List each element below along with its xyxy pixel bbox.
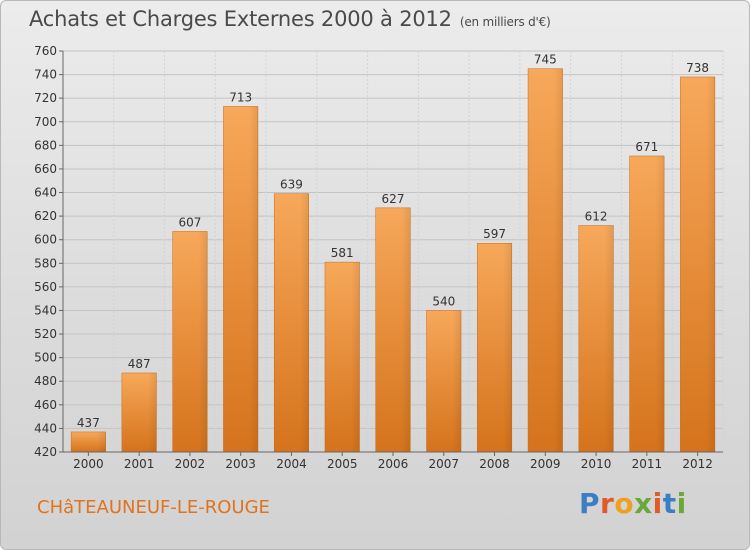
y-tick-label: 500	[34, 351, 57, 365]
bar-shade	[249, 106, 258, 453]
data-label: 597	[483, 227, 506, 241]
place-name: CHâTEAUNEUF-LE-ROUGE	[37, 497, 270, 518]
x-tick-label: 2002	[175, 457, 206, 471]
bar-shade	[97, 431, 106, 452]
data-label: 745	[534, 53, 557, 67]
x-tick-label: 2012	[682, 457, 713, 471]
bar-shade	[655, 155, 665, 452]
bar-shade	[198, 231, 208, 452]
y-tick-label: 700	[34, 115, 57, 129]
y-tick-label: 620	[34, 209, 57, 223]
bar-shade	[553, 68, 563, 453]
unit-label: (en milliers d'€)	[459, 15, 551, 29]
bar-shade	[401, 207, 411, 452]
data-label: 671	[635, 140, 658, 154]
y-tick-label: 580	[34, 256, 57, 270]
data-label: 612	[585, 210, 608, 224]
x-tick-label: 2003	[225, 457, 256, 471]
data-label: 627	[382, 192, 405, 206]
y-tick-label: 440	[34, 421, 57, 435]
proxiti-logo[interactable]: Proxiti	[579, 487, 687, 520]
axis-layer: 420 440 460 480 500 520 540 560 580 600 620 640 660 6…	[34, 44, 723, 471]
y-tick-label: 460	[34, 398, 57, 412]
x-tick-label: 2010	[581, 457, 612, 471]
data-label: 540	[432, 294, 455, 308]
y-tick-label: 720	[34, 91, 57, 105]
y-tick-label: 680	[34, 138, 57, 152]
bar-shade	[452, 310, 462, 452]
y-tick-label: 520	[34, 327, 57, 341]
data-label: 713	[229, 90, 252, 104]
data-label: 437	[77, 416, 100, 430]
bar-shade	[300, 193, 309, 453]
bar-shade	[604, 225, 614, 452]
y-tick-label: 600	[34, 233, 57, 247]
y-tick-label: 420	[34, 445, 57, 459]
y-tick-label: 740	[34, 68, 57, 82]
bar-shade	[147, 372, 157, 452]
data-label: 581	[331, 246, 354, 260]
y-tick-label: 660	[34, 162, 57, 176]
bar-shade	[503, 243, 512, 452]
x-tick-label: 2005	[327, 457, 358, 471]
x-tick-label: 2004	[276, 457, 307, 471]
data-label: 487	[128, 357, 151, 371]
x-tick-label: 2009	[530, 457, 561, 471]
title-text: Achats et Charges Externes 2000 à 2012	[29, 7, 452, 31]
y-tick-label: 540	[34, 303, 57, 317]
chart-title: Achats et Charges Externes 2000 à 2012 (e…	[29, 7, 551, 31]
x-tick-label: 2011	[632, 457, 663, 471]
x-tick-label: 2006	[378, 457, 409, 471]
y-tick-label: 480	[34, 374, 57, 388]
y-tick-label: 640	[34, 186, 57, 200]
y-tick-label: 560	[34, 280, 57, 294]
data-label: 639	[280, 178, 303, 192]
y-tick-label: 760	[34, 44, 57, 58]
x-tick-label: 2007	[428, 457, 459, 471]
x-tick-label: 2000	[73, 457, 104, 471]
data-label: 607	[178, 215, 201, 229]
bar-shade	[706, 76, 715, 453]
bar-shade	[350, 262, 360, 452]
x-tick-label: 2008	[479, 457, 510, 471]
x-tick-label: 2001	[124, 457, 155, 471]
bar-layer: 437 487 607 713 639 581 627 540 597 745 612 671 738	[70, 53, 716, 453]
data-label: 738	[686, 61, 709, 75]
